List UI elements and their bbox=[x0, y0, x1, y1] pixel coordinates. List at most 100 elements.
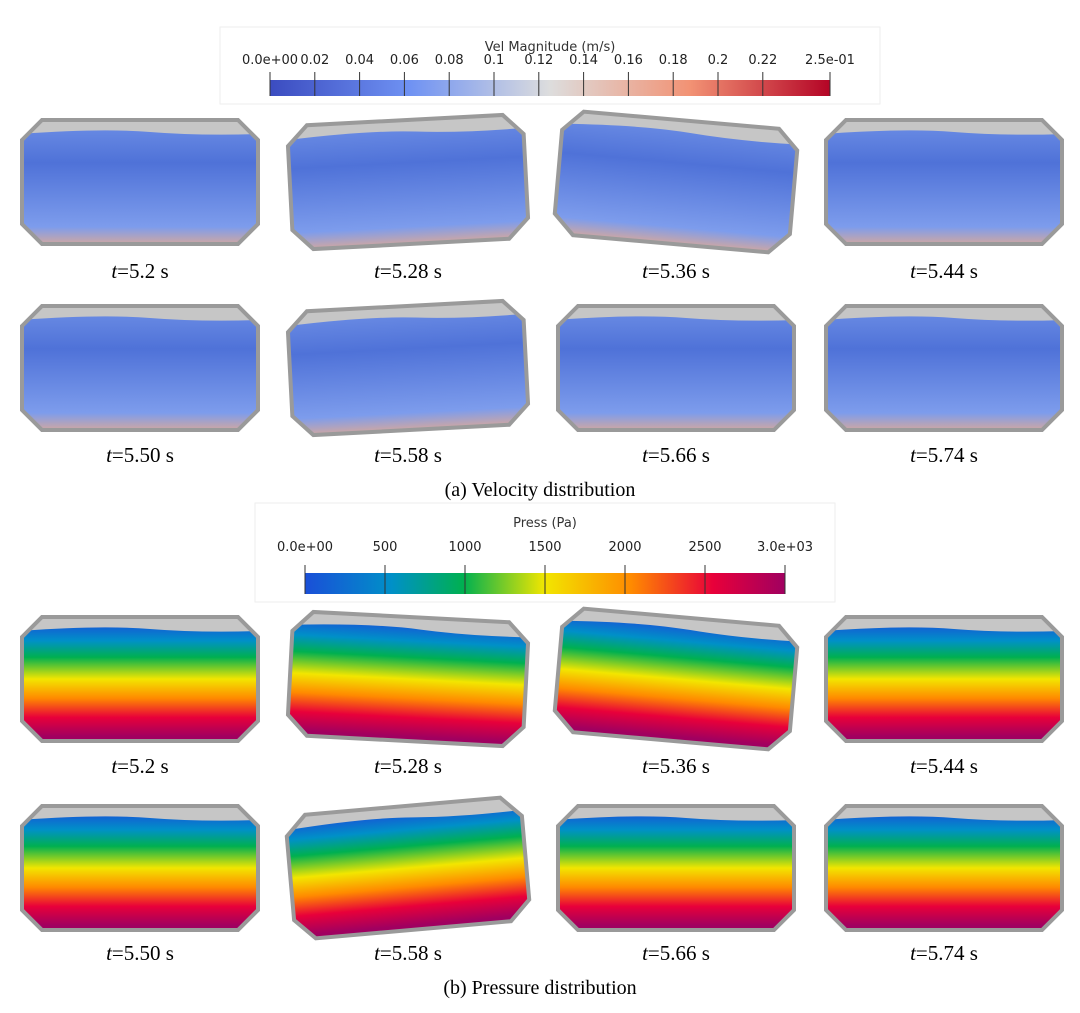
colorbar-tick-label: 0.0e+00 bbox=[242, 53, 298, 68]
tank-wall bbox=[824, 615, 1064, 743]
tank-image bbox=[285, 609, 531, 749]
tank-fluid bbox=[553, 606, 799, 752]
colorbar bbox=[270, 80, 830, 96]
time-variable: t bbox=[374, 754, 381, 778]
tank-image bbox=[552, 109, 800, 255]
tank-wall bbox=[824, 304, 1064, 432]
time-variable: t bbox=[910, 443, 917, 467]
frame-caption: t=5.2 s bbox=[111, 259, 168, 283]
frame-caption: t=5.58 s bbox=[374, 941, 442, 965]
colorbar-tick-label: 0.2 bbox=[708, 53, 729, 68]
tank-image bbox=[284, 795, 532, 941]
time-value: =5.50 s bbox=[112, 941, 174, 965]
tank-image bbox=[20, 615, 260, 743]
fluid bbox=[286, 610, 530, 748]
time-value: =5.36 s bbox=[648, 259, 710, 283]
tank-wall bbox=[285, 609, 531, 749]
frame-caption: t=5.44 s bbox=[910, 259, 978, 283]
tank-wall bbox=[20, 118, 260, 246]
panel: Vel Magnitude (m/s) 0.0e+00 0.02 0.04 0.06 0.… bbox=[20, 26, 1064, 501]
frame-caption: t=5.2 s bbox=[111, 754, 168, 778]
colorbar-tick-label: 0.0e+00 bbox=[277, 540, 333, 555]
tank-fluid bbox=[22, 306, 258, 430]
free-surface-gap bbox=[560, 109, 799, 145]
frame-caption: t=5.74 s bbox=[910, 941, 978, 965]
colorbar-tick-label: 0.18 bbox=[659, 53, 688, 68]
panel-caption: (b) Pressure distribution bbox=[443, 977, 636, 999]
colorbar-tick-label: 1000 bbox=[448, 540, 481, 555]
time-variable: t bbox=[111, 754, 118, 778]
tank-image bbox=[552, 606, 800, 752]
time-value: =5.28 s bbox=[380, 754, 442, 778]
time-value: =5.58 s bbox=[380, 443, 442, 467]
fluid bbox=[558, 306, 794, 430]
tank-image bbox=[20, 804, 260, 932]
free-surface-gap bbox=[558, 806, 794, 821]
fluid bbox=[826, 306, 1062, 430]
fluid bbox=[558, 806, 794, 930]
time-variable: t bbox=[106, 941, 113, 965]
time-variable: t bbox=[374, 443, 381, 467]
frame-caption: t=5.58 s bbox=[374, 443, 442, 467]
free-surface-gap bbox=[560, 606, 799, 642]
tank-wall bbox=[824, 118, 1064, 246]
time-variable: t bbox=[642, 754, 649, 778]
colorbar-tick-label: 500 bbox=[373, 540, 398, 555]
frame-caption: t=5.50 s bbox=[106, 443, 174, 467]
frame-caption: t=5.36 s bbox=[642, 754, 710, 778]
frame-caption: t=5.50 s bbox=[106, 941, 174, 965]
fluid bbox=[553, 606, 799, 752]
time-value: =5.2 s bbox=[117, 259, 169, 283]
free-surface-gap bbox=[285, 795, 524, 831]
fluid bbox=[826, 617, 1062, 741]
colorbar-tick-label: 2000 bbox=[608, 540, 641, 555]
colorbar-tick-label: 0.06 bbox=[390, 53, 419, 68]
tank-fluid bbox=[826, 806, 1062, 930]
tank-fluid bbox=[826, 306, 1062, 430]
free-surface-gap bbox=[826, 306, 1062, 321]
free-surface-gap bbox=[22, 617, 258, 632]
tank-image bbox=[20, 118, 260, 246]
time-value: =5.44 s bbox=[916, 259, 978, 283]
colorbar-tick-label: 0.1 bbox=[484, 53, 505, 68]
time-variable: t bbox=[374, 941, 381, 965]
colorbar-tick-label: 0.16 bbox=[614, 53, 643, 68]
colorbar-tick-label: 3.0e+03 bbox=[757, 540, 813, 555]
free-surface-gap bbox=[22, 806, 258, 821]
time-variable: t bbox=[910, 754, 917, 778]
free-surface-gap bbox=[290, 610, 530, 638]
time-value: =5.66 s bbox=[648, 443, 710, 467]
time-variable: t bbox=[642, 259, 649, 283]
tank-image bbox=[824, 304, 1064, 432]
tank-wall bbox=[556, 304, 796, 432]
tank-image bbox=[285, 298, 531, 438]
time-variable: t bbox=[910, 259, 917, 283]
colorbar-tick-label: 0.04 bbox=[345, 53, 374, 68]
colorbar-title: Vel Magnitude (m/s) bbox=[485, 40, 616, 55]
free-surface-gap bbox=[22, 120, 258, 135]
time-value: =5.74 s bbox=[916, 941, 978, 965]
time-variable: t bbox=[374, 259, 381, 283]
frame-caption: t=5.66 s bbox=[642, 443, 710, 467]
tank-fluid bbox=[285, 795, 531, 941]
tank-wall bbox=[284, 795, 532, 941]
time-variable: t bbox=[642, 941, 649, 965]
tank-fluid bbox=[826, 617, 1062, 741]
fluid bbox=[286, 299, 530, 437]
time-value: =5.44 s bbox=[916, 754, 978, 778]
tank-wall bbox=[285, 298, 531, 438]
time-value: =5.74 s bbox=[916, 443, 978, 467]
tank-fluid bbox=[286, 610, 530, 748]
colorbar-title: Press (Pa) bbox=[513, 516, 577, 531]
frame-caption: t=5.28 s bbox=[374, 259, 442, 283]
time-variable: t bbox=[642, 443, 649, 467]
tank-image bbox=[824, 804, 1064, 932]
frame-caption: t=5.66 s bbox=[642, 941, 710, 965]
tank-fluid bbox=[558, 306, 794, 430]
colorbar-tick-label: 0.02 bbox=[300, 53, 329, 68]
colorbar-tick-label: 2500 bbox=[688, 540, 721, 555]
tank-fluid bbox=[22, 617, 258, 741]
tank-fluid bbox=[558, 806, 794, 930]
colorbar-tick-label: 2.5e-01 bbox=[805, 53, 855, 68]
